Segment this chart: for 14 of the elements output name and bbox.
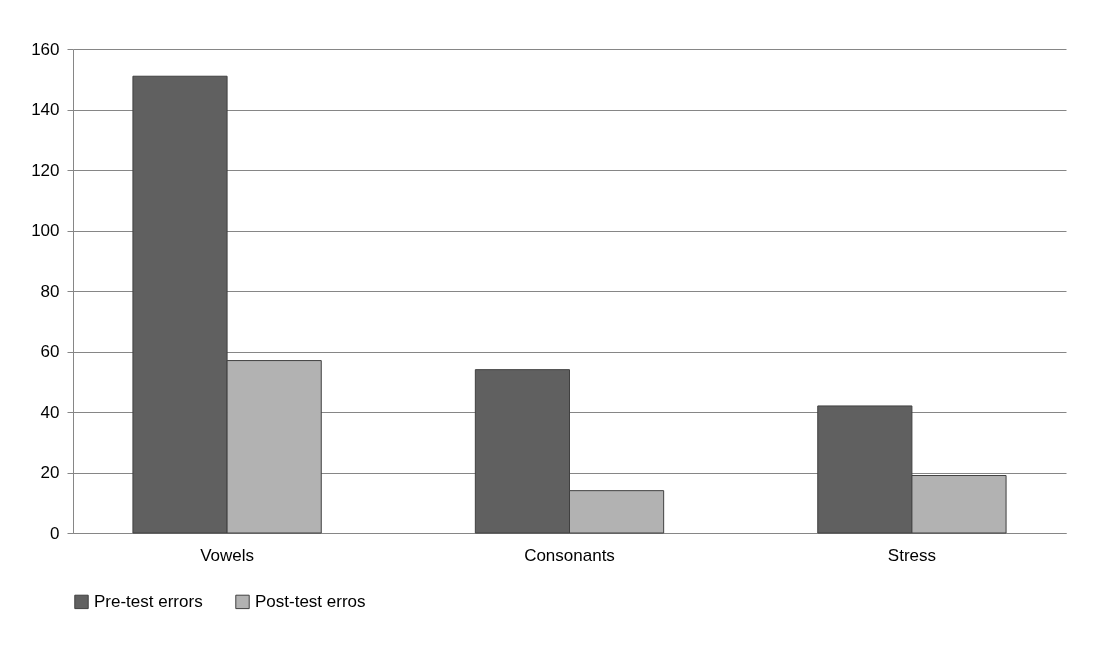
x-tick-label: Consonants xyxy=(524,545,615,565)
y-tick-label: 160 xyxy=(31,39,60,59)
y-tick-label: 80 xyxy=(40,281,60,301)
y-tick-label: 20 xyxy=(40,463,60,482)
x-tick-label: Stress xyxy=(887,545,937,565)
y-tick-label: 60 xyxy=(40,342,60,361)
legend-label: Pre-test errors xyxy=(94,591,203,611)
legend-label: Post-test erros xyxy=(255,591,366,611)
y-tick-label: 120 xyxy=(31,160,60,180)
y-tick-label: 0 xyxy=(50,523,60,543)
x-tick-label: Vowels xyxy=(200,545,255,565)
y-tick-label: 40 xyxy=(40,402,60,422)
y-tick-label: 140 xyxy=(31,100,60,119)
y-tick-label: 100 xyxy=(31,221,60,240)
